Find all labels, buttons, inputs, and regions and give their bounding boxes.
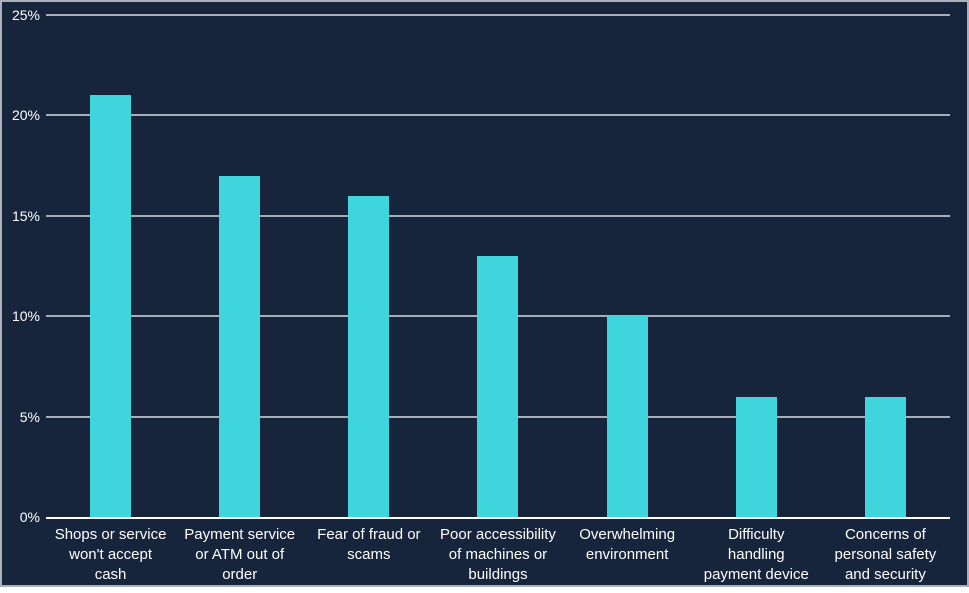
x-axis-category-label-line: Poor accessibility <box>440 526 556 543</box>
bar-slot <box>563 15 692 517</box>
x-axis-category-label-line: and security <box>844 566 926 583</box>
bar-6 <box>735 396 777 517</box>
x-axis-category-label-line: Overwhelming <box>579 526 676 543</box>
bar-7 <box>864 396 906 517</box>
x-axis-category-label: Payment service or ATM out of order <box>175 525 304 585</box>
x-axis-category-label-line: Fear of fraud or <box>317 526 421 543</box>
bar-slot <box>433 15 562 517</box>
x-axis-category-label-line: buildings <box>468 566 528 583</box>
x-axis-category-label-line: Concerns of <box>844 526 926 543</box>
x-axis-category-label: Poor accessibility of machines or building… <box>433 525 562 585</box>
x-axis-category-label-line: environment <box>585 546 669 563</box>
x-axis-category-label-line: cash <box>94 566 127 583</box>
bar-4 <box>477 255 519 517</box>
x-axis-category-label: Fear of fraud or scams <box>304 525 433 585</box>
x-axis-category-label-line: Payment service <box>184 526 296 543</box>
x-axis-category-label-line: Shops or service <box>54 526 167 543</box>
bar-slot <box>175 15 304 517</box>
x-axis-category-label-line: order <box>222 566 258 583</box>
y-axis-tick-label: 15% <box>11 207 40 224</box>
x-axis-category-label-line: personal safety <box>834 546 937 563</box>
plot-area: 0% 5% 10% 15% 20% 25% <box>12 7 950 525</box>
x-axis-category-label: Shops or service won't accept cash <box>46 525 175 585</box>
bar-slot <box>304 15 433 517</box>
bar-3 <box>348 195 390 517</box>
bars-group <box>46 15 950 517</box>
bar-5 <box>606 316 648 517</box>
x-axis-category-label-line: handling <box>727 546 785 563</box>
bar-2 <box>219 175 261 517</box>
gridline <box>46 214 950 217</box>
x-axis-labels: Shops or service won't accept cash Payment … <box>46 525 950 585</box>
x-axis-category-label-line: or ATM out of <box>195 546 285 563</box>
gridline <box>46 114 950 117</box>
bar-slot <box>821 15 950 517</box>
x-axis-line <box>46 517 950 519</box>
x-axis-category-label: Difficulty handling payment device <box>692 525 821 585</box>
y-axis-tick-label: 20% <box>11 107 40 124</box>
x-axis-category-label-line: won't accept <box>69 546 153 563</box>
bar-1 <box>90 95 132 517</box>
x-axis-category-label-line: payment device <box>703 566 809 583</box>
x-axis-category-label-line: of machines or <box>448 546 548 563</box>
x-axis-category-label: Concerns of personal safety and security <box>821 525 950 585</box>
x-axis-category-label-line: Difficulty <box>728 526 785 543</box>
x-axis-category-label-line: scams <box>347 546 391 563</box>
y-axis-tick-label: 10% <box>11 308 40 325</box>
bar-slot <box>692 15 821 517</box>
y-axis-tick-label: 5% <box>19 408 40 425</box>
bar-slot <box>46 15 175 517</box>
y-axis-tick-label: 0% <box>19 509 40 525</box>
x-axis-category-label: Overwhelming environment <box>563 525 692 585</box>
y-axis-tick-label: 25% <box>11 7 40 23</box>
gridline <box>46 14 950 16</box>
